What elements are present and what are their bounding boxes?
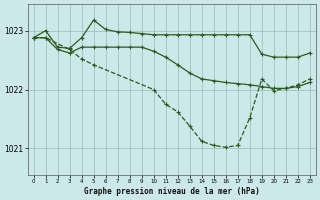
X-axis label: Graphe pression niveau de la mer (hPa): Graphe pression niveau de la mer (hPa) (84, 187, 260, 196)
